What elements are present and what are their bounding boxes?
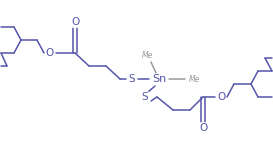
Text: Me: Me <box>141 51 153 60</box>
Text: S: S <box>142 92 148 102</box>
Text: Me: Me <box>188 75 200 84</box>
Text: O: O <box>46 48 54 58</box>
Text: O: O <box>199 123 207 133</box>
Text: O: O <box>71 17 79 27</box>
Text: S: S <box>129 74 135 84</box>
Text: Sn: Sn <box>152 74 166 84</box>
Text: O: O <box>217 92 225 102</box>
